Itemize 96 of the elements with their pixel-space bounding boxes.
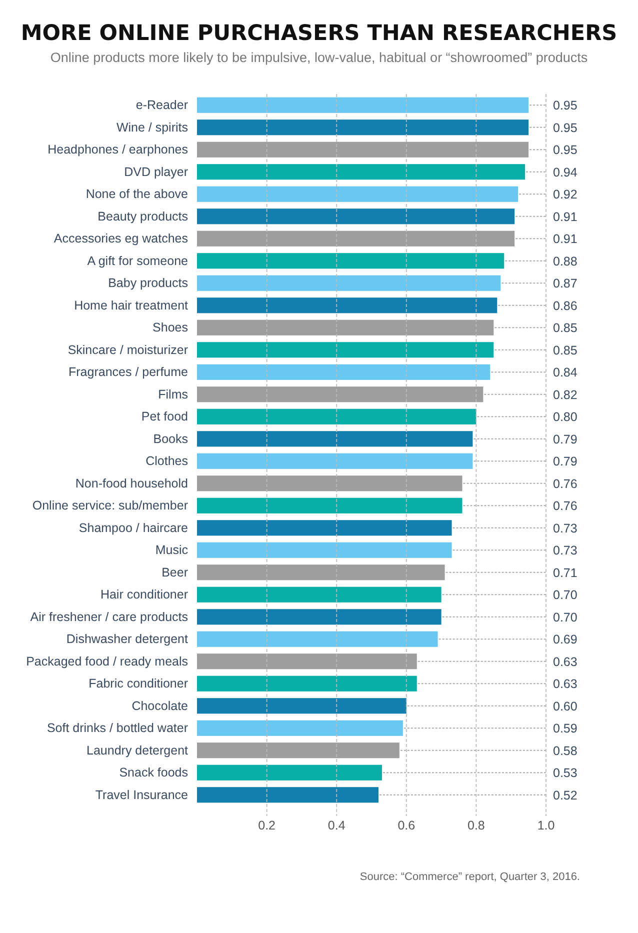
data-label: 0.95: [553, 143, 578, 157]
data-label: 0.69: [553, 632, 578, 646]
data-label: 0.53: [553, 766, 578, 780]
data-label: 0.95: [553, 120, 578, 135]
y-tick-label: Chocolate: [132, 698, 188, 713]
y-tick-label: Fragrances / perfume: [68, 365, 188, 380]
data-label: 0.82: [553, 388, 578, 402]
y-tick-label: Music: [155, 543, 188, 558]
bar: [197, 453, 473, 469]
bar: [197, 787, 378, 803]
y-tick-label: Online service: sub/member: [32, 498, 188, 513]
data-label: 0.85: [553, 321, 578, 335]
bar: [197, 698, 406, 714]
data-label: 0.59: [553, 722, 578, 736]
bar: [197, 408, 476, 424]
y-tick-label: Films: [158, 387, 188, 402]
bar: [197, 342, 494, 358]
y-tick-label: Travel Insurance: [95, 788, 188, 802]
data-label: 0.70: [553, 588, 578, 602]
bar: [197, 431, 473, 447]
y-tick-label: Skincare / moisturizer: [68, 342, 188, 357]
y-tick-label: Beauty products: [98, 209, 188, 224]
bar: [197, 298, 498, 314]
y-tick-label: Air freshener / care products: [30, 610, 188, 624]
bar: [197, 676, 417, 692]
data-label: 0.60: [553, 699, 578, 714]
bar: [197, 609, 442, 625]
y-tick-label: Shoes: [152, 320, 188, 335]
bar: [197, 275, 501, 291]
x-tick-label: 0.8: [468, 818, 485, 832]
y-tick-label: Shampoo / haircare: [78, 520, 188, 535]
bar: [197, 720, 403, 736]
data-label: 0.84: [553, 366, 578, 380]
data-label: 0.52: [553, 788, 578, 802]
data-label: 0.92: [553, 188, 578, 202]
bar: [197, 97, 529, 113]
x-tick-label: 0.6: [398, 818, 416, 832]
y-tick-label: Books: [153, 432, 188, 446]
bar: [197, 208, 515, 224]
data-label: 0.85: [553, 343, 578, 358]
data-label: 0.95: [553, 98, 578, 112]
data-label: 0.73: [553, 521, 578, 536]
y-tick-label: Headphones / earphones: [48, 142, 188, 157]
bar: [197, 364, 490, 380]
y-tick-label: Snack foods: [119, 766, 188, 780]
chart-title: MORE ONLINE PURCHASERS THAN RESEARCHERS: [20, 21, 618, 46]
data-label: 0.91: [553, 210, 578, 224]
bar: [197, 586, 442, 602]
bar: [197, 164, 526, 180]
y-tick-label: Non-food household: [75, 476, 188, 490]
y-tick-label: DVD player: [124, 164, 188, 179]
y-tick-label: Fabric conditioner: [88, 676, 188, 691]
bar: [197, 186, 518, 202]
data-label: 0.79: [553, 432, 578, 446]
data-label: 0.70: [553, 610, 578, 624]
data-label: 0.76: [553, 499, 578, 513]
y-tick-label: None of the above: [86, 187, 188, 202]
x-tick-label: 0.4: [328, 818, 346, 832]
y-tick-label: Dishwasher detergent: [66, 632, 189, 646]
source-note: Source: “Commerce” report, Quarter 3, 2016.: [360, 871, 580, 883]
data-label: 0.76: [553, 476, 578, 491]
bar: [197, 631, 438, 647]
y-tick-label: Baby products: [108, 276, 188, 290]
data-label: 0.88: [553, 254, 578, 268]
data-label: 0.71: [553, 566, 578, 580]
y-tick-label: Hair conditioner: [100, 588, 188, 602]
bar: [197, 520, 452, 536]
bar: [197, 764, 382, 780]
bar: [197, 120, 529, 136]
y-tick-label: Clothes: [146, 454, 188, 468]
y-tick-label: A gift for someone: [87, 254, 188, 268]
y-tick-label: e-Reader: [136, 98, 188, 112]
data-label: 0.87: [553, 276, 578, 290]
y-tick-label: Home hair treatment: [74, 298, 189, 312]
y-tick-label: Packaged food / ready meals: [26, 654, 188, 668]
data-label: 0.86: [553, 298, 578, 313]
data-label: 0.63: [553, 654, 578, 669]
y-tick-label: Laundry detergent: [86, 743, 189, 758]
bar: [197, 253, 504, 269]
bar: [197, 542, 452, 558]
y-tick-label: Accessories eg watches: [54, 232, 188, 246]
x-tick-label: 1.0: [537, 818, 555, 832]
y-tick-label: Soft drinks / bottled water: [46, 721, 188, 736]
data-label: 0.73: [553, 544, 578, 558]
chart-subtitle: Online products more likely to be impulsive, low-value, habitual or “showroomed” products: [50, 50, 588, 65]
bar: [197, 498, 462, 514]
data-label: 0.79: [553, 454, 578, 468]
data-label: 0.63: [553, 677, 578, 691]
y-tick-label: Pet food: [141, 410, 188, 424]
data-label: 0.58: [553, 744, 578, 758]
data-label: 0.94: [553, 165, 578, 180]
y-tick-label: Beer: [162, 565, 188, 580]
data-label: 0.80: [553, 410, 578, 424]
x-tick-label: 0.2: [258, 818, 276, 832]
data-label: 0.91: [553, 232, 578, 246]
y-tick-label: Wine / spirits: [116, 120, 188, 134]
